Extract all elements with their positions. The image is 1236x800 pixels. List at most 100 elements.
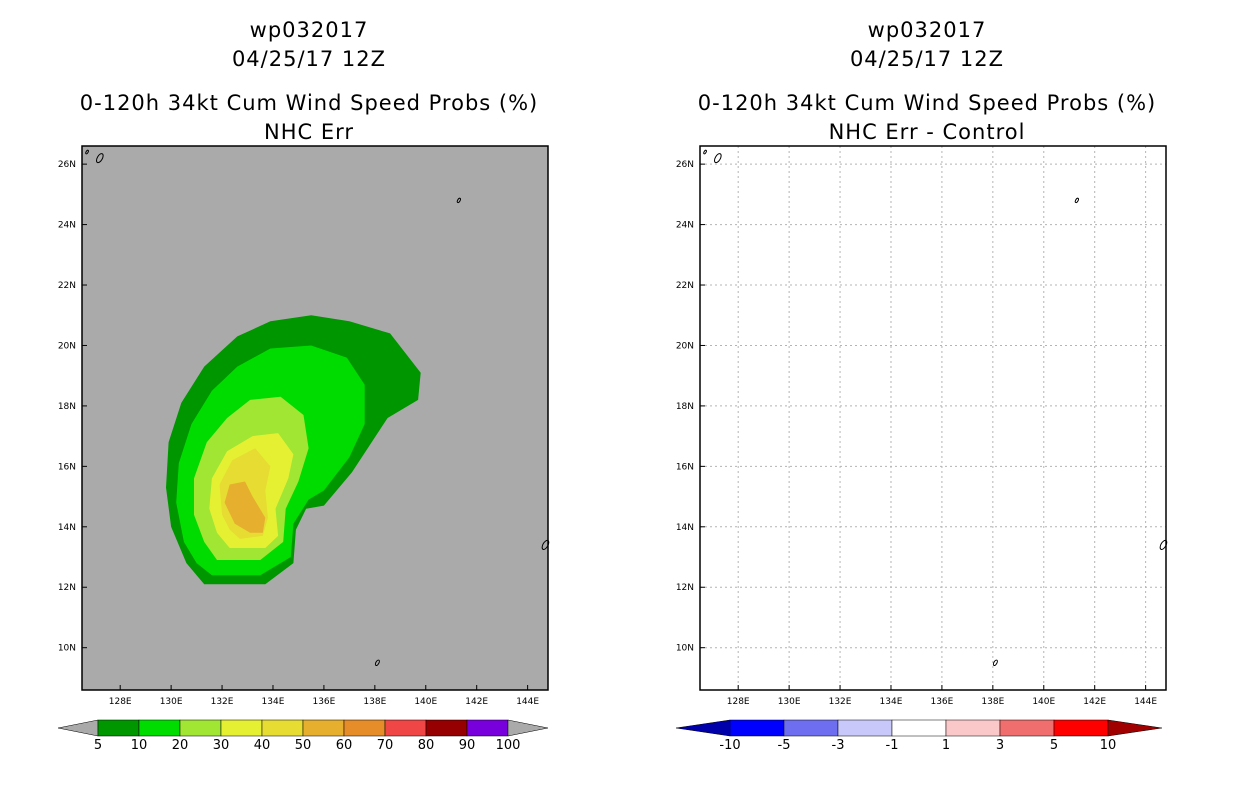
right-title-product: 0-120h 34kt Cum Wind Speed Probs (%): [697, 91, 1157, 115]
right-colorbar: -10 -5 -3 -1 1 3 5 10: [675, 719, 1163, 753]
left-title-product: 0-120h 34kt Cum Wind Speed Probs (%): [79, 91, 539, 115]
x-tick-label: 132E: [211, 697, 234, 707]
colorbar-box: [179, 719, 222, 737]
colorbar-box: [261, 719, 304, 737]
island-outline: [714, 153, 722, 164]
colorbar-low-triangle: [57, 719, 99, 737]
left-probability-map: 128E 130E 132E 134E 136E 138E 140E 142E 144E 10N 1…: [58, 145, 550, 707]
colorbar-label: 70: [377, 738, 394, 753]
left-colorbar: 5 10 20 30 40 50 60 70 80 90 100: [57, 719, 549, 753]
x-tick-label: 134E: [880, 697, 903, 707]
island-outline: [85, 149, 89, 155]
colorbar-high-triangle: [1107, 719, 1163, 737]
y-tick-label: 26N: [676, 160, 694, 170]
colorbar-label: 5: [94, 738, 102, 753]
y-tick-label: 18N: [58, 402, 76, 412]
island-outline: [456, 197, 461, 204]
colorbar-label: 20: [172, 738, 189, 753]
map-frame: [81, 145, 549, 691]
right-title-storm: wp032017: [867, 18, 987, 42]
x-tick-label: 130E: [160, 697, 183, 707]
colorbar-label: -5: [778, 738, 791, 753]
x-tick-label: 140E: [1032, 697, 1055, 707]
right-difference-map: 128E 130E 132E 134E 136E 138E 140E 142E 144E 10N 1…: [676, 145, 1168, 707]
colorbar-box: [837, 719, 893, 737]
colorbar-label: 50: [295, 738, 312, 753]
map-frame: [699, 145, 1167, 691]
colorbar-box: [97, 719, 140, 737]
colorbar-box: [1053, 719, 1109, 737]
colorbar-label: 40: [254, 738, 271, 753]
colorbar-box: [729, 719, 785, 737]
colorbar-label: 100: [496, 738, 521, 753]
colorbar-box: [999, 719, 1055, 737]
y-tick-label: 12N: [676, 583, 694, 593]
y-tick-label: 14N: [58, 523, 76, 533]
left-title-date: 04/25/17 12Z: [231, 47, 387, 71]
y-tick-label: 10N: [58, 644, 76, 654]
x-tick-label: 138E: [981, 697, 1004, 707]
colorbar-label: 10: [1100, 738, 1117, 753]
colorbar-label: -1: [886, 738, 899, 753]
colorbar-label: 60: [336, 738, 353, 753]
y-tick-label: 24N: [676, 221, 694, 231]
y-tick-label: 22N: [676, 281, 694, 291]
y-tick-label: 26N: [58, 160, 76, 170]
y-tick-label: 22N: [58, 281, 76, 291]
colorbar-box: [891, 719, 947, 737]
x-tick-label: 142E: [465, 697, 488, 707]
x-tick-label: 140E: [414, 697, 437, 707]
x-tick-label: 142E: [1083, 697, 1106, 707]
colorbar-box: [783, 719, 839, 737]
x-tick-label: 138E: [363, 697, 386, 707]
map-background: [700, 146, 1166, 690]
colorbar-high-triangle: [507, 719, 549, 737]
right-title-date: 04/25/17 12Z: [849, 47, 1005, 71]
x-tick-label: 130E: [778, 697, 801, 707]
x-tick-label: 136E: [312, 697, 335, 707]
island-outline: [992, 659, 998, 667]
x-tick-label: 136E: [930, 697, 953, 707]
y-tick-label: 10N: [676, 644, 694, 654]
x-tick-label: 134E: [262, 697, 285, 707]
colorbar-box: [384, 719, 427, 737]
island-outline: [374, 659, 380, 667]
x-tick-label: 132E: [829, 697, 852, 707]
colorbar-label: -3: [832, 738, 845, 753]
colorbar-label: 10: [131, 738, 148, 753]
x-tick-label: 128E: [727, 697, 750, 707]
colorbar-box: [425, 719, 468, 737]
y-tick-label: 14N: [676, 523, 694, 533]
colorbar-label: 30: [213, 738, 230, 753]
y-tick-label: 24N: [58, 221, 76, 231]
y-tick-label: 16N: [676, 462, 694, 472]
island-outline: [1074, 197, 1079, 204]
colorbar-label: 1: [942, 738, 950, 753]
left-title: wp032017 04/25/17 12Z 0-120h 34kt Cum Wi…: [0, 16, 618, 147]
x-tick-label: 128E: [109, 697, 132, 707]
colorbar-label: 5: [1050, 738, 1058, 753]
colorbar-box: [302, 719, 345, 737]
island-outline: [703, 149, 707, 155]
y-tick-label: 16N: [58, 462, 76, 472]
y-tick-label: 12N: [58, 583, 76, 593]
contour-50-60: [224, 481, 266, 533]
right-title-subtitle: NHC Err - Control: [828, 120, 1026, 144]
colorbar-box: [343, 719, 386, 737]
x-tick-label: 144E: [1134, 697, 1157, 707]
colorbar-label: 3: [996, 738, 1004, 753]
colorbar-label: -10: [719, 738, 740, 753]
island-outline: [96, 153, 104, 164]
y-tick-label: 18N: [676, 402, 694, 412]
right-title: wp032017 04/25/17 12Z 0-120h 34kt Cum Wi…: [618, 16, 1236, 147]
x-tick-label: 144E: [516, 697, 539, 707]
y-tick-label: 20N: [676, 341, 694, 351]
left-title-storm: wp032017: [249, 18, 369, 42]
y-tick-label: 20N: [58, 341, 76, 351]
colorbar-box: [466, 719, 509, 737]
colorbar-box: [945, 719, 1001, 737]
colorbar-box: [220, 719, 263, 737]
colorbar-label: 80: [418, 738, 435, 753]
colorbar-label: 90: [459, 738, 476, 753]
colorbar-box: [138, 719, 181, 737]
